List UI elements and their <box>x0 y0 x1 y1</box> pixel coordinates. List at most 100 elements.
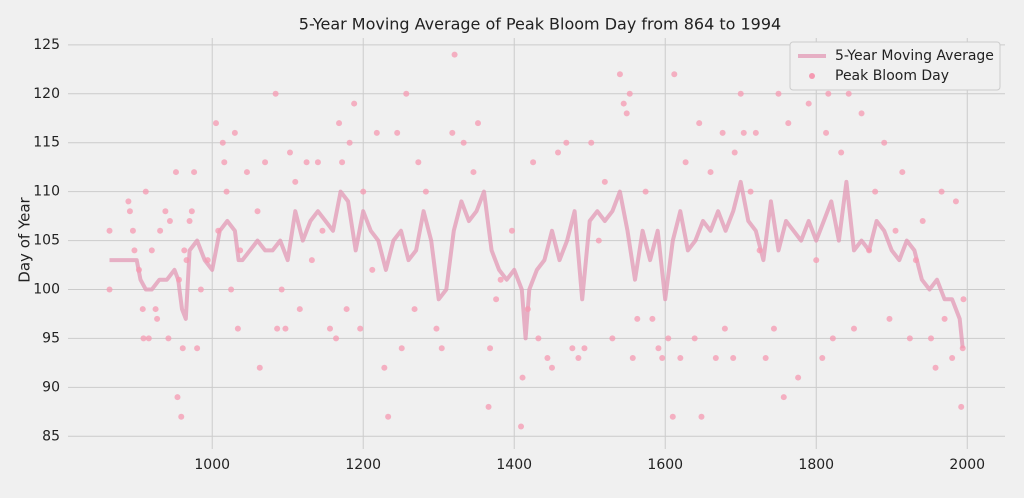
bloom-point <box>139 306 146 313</box>
bloom-point <box>858 110 865 117</box>
bloom-point <box>595 237 602 244</box>
bloom-point <box>669 413 676 420</box>
moving-average-line <box>109 179 965 349</box>
bloom-point <box>394 129 401 136</box>
bloom-point <box>369 266 376 273</box>
bloom-point <box>411 306 418 313</box>
y-tick-label: 110 <box>33 184 60 200</box>
bloom-point <box>142 188 149 195</box>
x-tick-label: 1600 <box>647 457 683 473</box>
bloom-point <box>162 208 169 215</box>
bloom-point <box>731 149 738 156</box>
bloom-point <box>131 247 138 254</box>
bloom-point <box>106 227 113 234</box>
bloom-point <box>129 227 136 234</box>
bloom-point <box>932 364 939 371</box>
bloom-point <box>433 325 440 332</box>
bloom-point <box>403 90 410 97</box>
bloom-point <box>655 345 662 352</box>
bloom-point <box>194 345 201 352</box>
bloom-point <box>145 335 152 342</box>
bloom-point <box>172 169 179 176</box>
bloom-point <box>381 364 388 371</box>
bloom-point <box>941 315 948 322</box>
bloom-point <box>949 354 956 361</box>
bloom-point <box>629 354 636 361</box>
y-tick-label: 95 <box>42 330 60 346</box>
bloom-point <box>524 306 531 313</box>
bloom-point <box>872 188 879 195</box>
bloom-point <box>212 120 219 127</box>
bloom-point <box>204 257 211 264</box>
bloom-point <box>712 354 719 361</box>
bloom-point <box>231 129 238 136</box>
bloom-point <box>756 247 763 254</box>
bloom-point <box>659 354 666 361</box>
bloom-point <box>278 286 285 293</box>
bloom-point <box>197 286 204 293</box>
bloom-point <box>588 139 595 146</box>
bloom-point <box>548 364 555 371</box>
bloom-point <box>958 403 965 410</box>
bloom-point <box>183 257 190 264</box>
bloom-point <box>960 296 967 303</box>
bloom-point <box>785 120 792 127</box>
bloom-point <box>460 139 467 146</box>
bloom-point <box>829 335 836 342</box>
bloom-point <box>575 354 582 361</box>
bloom-point <box>385 413 392 420</box>
bloom-point <box>303 159 310 166</box>
x-tick-label: 1400 <box>496 457 532 473</box>
bloom-point <box>752 129 759 136</box>
bloom-point <box>166 217 173 224</box>
chart-title: 5-Year Moving Average of Peak Bloom Day … <box>299 15 781 34</box>
bloom-point <box>737 90 744 97</box>
bloom-point <box>845 90 852 97</box>
bloom-point <box>671 71 678 78</box>
bloom-point <box>866 247 873 254</box>
bloom-point <box>415 159 422 166</box>
bloom-point <box>823 129 830 136</box>
bloom-point <box>181 247 188 254</box>
bloom-point <box>336 120 343 127</box>
x-tick-label: 1200 <box>345 457 381 473</box>
bloom-point <box>165 335 172 342</box>
bloom-point <box>449 129 456 136</box>
bloom-point <box>262 159 269 166</box>
bloom-point <box>959 345 966 352</box>
bloom-point <box>228 286 235 293</box>
bloom-point <box>795 374 802 381</box>
bloom-point <box>474 120 481 127</box>
bloom-point <box>135 266 142 273</box>
bloom-point <box>952 198 959 205</box>
bloom-point <box>175 276 182 283</box>
bloom-point <box>234 325 241 332</box>
bloom-point <box>126 208 133 215</box>
bloom-point <box>919 217 926 224</box>
bloom-point <box>274 325 281 332</box>
bloom-point <box>555 149 562 156</box>
y-tick-label: 125 <box>33 37 60 53</box>
legend-label: Peak Bloom Day <box>835 68 949 84</box>
bloom-point <box>152 306 159 313</box>
bloom-point <box>616 71 623 78</box>
x-tick-label: 2000 <box>949 457 985 473</box>
bloom-point <box>221 159 228 166</box>
bloom-point <box>223 188 230 195</box>
bloom-point <box>623 110 630 117</box>
legend-label: 5-Year Moving Average <box>835 48 994 64</box>
bloom-point <box>237 247 244 254</box>
bloom-point <box>721 325 728 332</box>
bloom-point <box>634 315 641 322</box>
bloom-point <box>188 208 195 215</box>
bloom-point <box>346 139 353 146</box>
bloom-point <box>360 188 367 195</box>
bloom-point <box>838 149 845 156</box>
y-tick-label: 120 <box>33 86 60 102</box>
bloom-point <box>691 335 698 342</box>
bloom-point <box>451 51 458 58</box>
bloom-point <box>544 354 551 361</box>
bloom-point <box>296 306 303 313</box>
bloom-point <box>881 139 888 146</box>
